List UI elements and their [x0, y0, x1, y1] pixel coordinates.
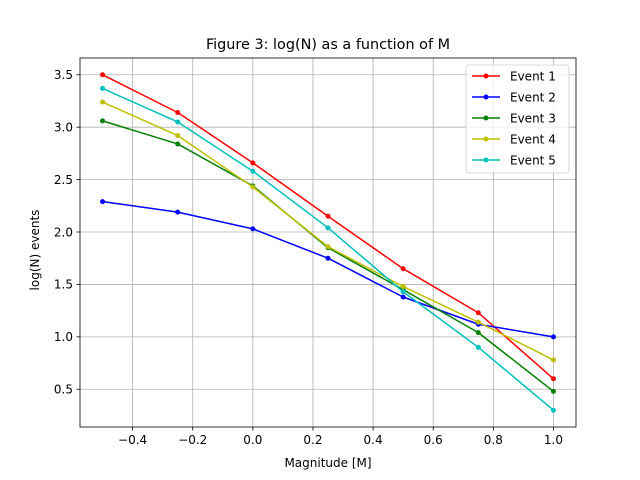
legend-label: Event 2 [510, 90, 556, 104]
legend-box [465, 64, 570, 174]
data-point [475, 344, 481, 350]
data-point [475, 319, 481, 325]
y-tick-label: 3.5 [54, 68, 73, 82]
data-point [100, 199, 106, 205]
data-point [325, 225, 331, 231]
data-point [250, 160, 256, 166]
data-point [175, 141, 181, 147]
legend-label: Event 4 [510, 132, 556, 146]
chart-title: Figure 3: log(N) as a function of M [206, 37, 450, 53]
legend-item: Event 5 [472, 153, 556, 167]
data-point [400, 294, 406, 300]
data-point [250, 226, 256, 232]
x-tick-label: 0.4 [364, 433, 383, 447]
legend-swatch-marker [483, 73, 489, 79]
legend-label: Event 5 [510, 153, 556, 167]
x-tick-label: 0.0 [243, 433, 262, 447]
legend-swatch-marker [483, 94, 489, 100]
data-point [175, 133, 181, 139]
data-point [475, 310, 481, 316]
x-tick-label: 1.0 [544, 433, 563, 447]
y-tick-label: 0.5 [54, 383, 73, 397]
y-tick-label: 2.5 [54, 173, 73, 187]
legend-label: Event 3 [510, 111, 556, 125]
data-point [325, 244, 331, 250]
data-point [100, 118, 106, 124]
legend-label: Event 1 [510, 69, 556, 83]
data-point [325, 255, 331, 261]
series-1 [100, 72, 556, 382]
legend-item: Event 2 [472, 90, 556, 104]
x-axis-label: Magnitude [M] [284, 456, 371, 470]
x-tick-label: −0.2 [178, 433, 207, 447]
data-point [400, 284, 406, 290]
legend-item: Event 1 [472, 69, 556, 83]
data-point [400, 289, 406, 295]
data-point [175, 209, 181, 215]
series-4 [100, 99, 556, 363]
data-point [100, 99, 106, 105]
legend-item: Event 3 [472, 111, 556, 125]
x-tick-label: 0.8 [484, 433, 503, 447]
data-point [250, 184, 256, 190]
x-tick-label: −0.4 [118, 433, 147, 447]
data-point [400, 266, 406, 272]
y-tick-label: 1.0 [54, 330, 73, 344]
data-point [550, 376, 556, 382]
y-tick-label: 3.0 [54, 120, 73, 134]
y-tick-label: 2.0 [54, 225, 73, 239]
data-point [550, 357, 556, 363]
data-point [100, 72, 106, 78]
legend-item: Event 4 [472, 132, 556, 146]
data-point [175, 119, 181, 125]
x-tick-label: 0.2 [303, 433, 322, 447]
data-point [475, 330, 481, 336]
legend-swatch-marker [483, 115, 489, 121]
axis-ticks: −0.4 −0.2 0.0 0.2 0.4 0.6 0.8 1.0 0.5 1.0 1.5 2.0 2.… [54, 68, 563, 447]
series-5 [100, 85, 556, 413]
data-point [550, 407, 556, 413]
data-point [175, 110, 181, 116]
data-point [550, 334, 556, 340]
y-axis-label: log(N) events [28, 210, 42, 291]
data-point [325, 213, 331, 219]
data-point [550, 388, 556, 394]
data-point [250, 168, 256, 174]
y-tick-label: 1.5 [54, 278, 73, 292]
data-point [100, 85, 106, 91]
legend: Event 1 Event 2 Event 3 Event 4 Event 5 [465, 64, 570, 174]
x-tick-label: 0.6 [424, 433, 443, 447]
plot-area-frame [79, 57, 577, 428]
legend-swatch-marker [483, 136, 489, 142]
series-lines [100, 72, 556, 413]
legend-swatch-marker [483, 157, 489, 163]
